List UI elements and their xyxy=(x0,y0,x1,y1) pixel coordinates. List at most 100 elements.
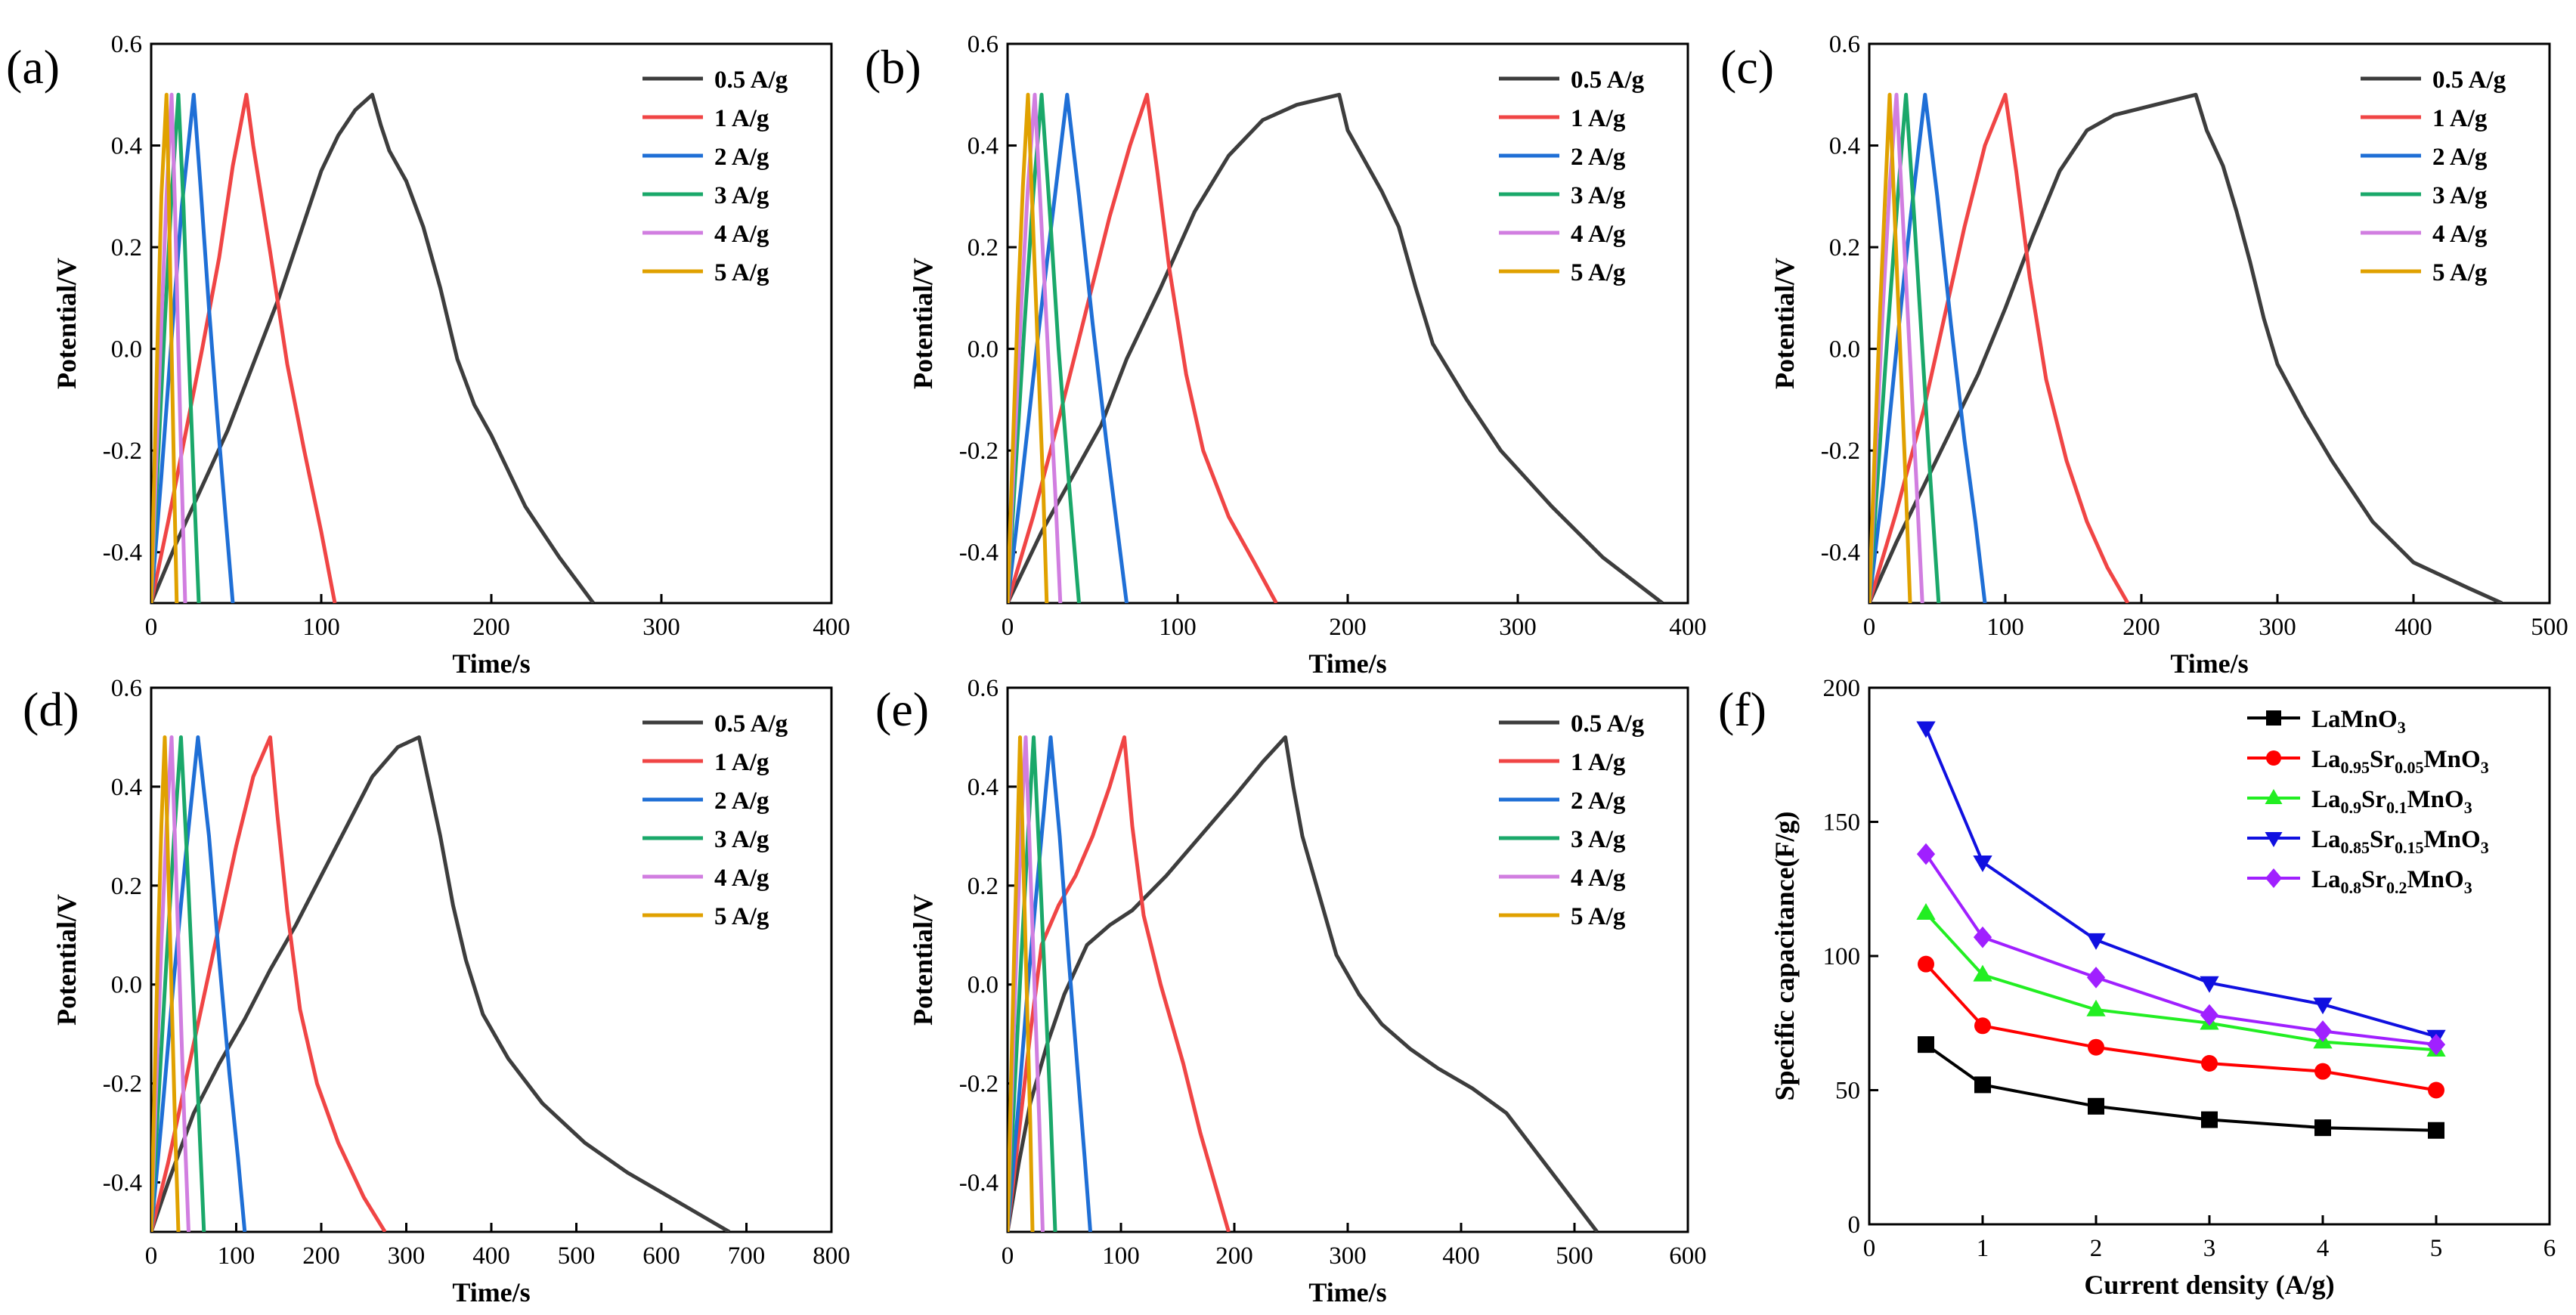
legend-entry: 2 A/g xyxy=(714,787,769,815)
y-axis-title: Potential/V xyxy=(908,258,938,389)
legend-entry: 3 A/g xyxy=(714,826,769,853)
legend-entry: 0.5 A/g xyxy=(1571,710,1645,738)
y-tick-label: 0.6 xyxy=(968,675,999,702)
series-line-4 xyxy=(151,735,190,1232)
series-line-2 xyxy=(151,735,247,1232)
plot-area xyxy=(151,92,596,603)
x-tick-label: 500 xyxy=(1556,1242,1593,1270)
x-tick-label: 200 xyxy=(302,1242,340,1270)
marker-square xyxy=(1918,1036,1934,1054)
series-line-1 xyxy=(151,735,387,1232)
panel-label: (d) xyxy=(23,682,79,736)
y-tick-label: 0.2 xyxy=(968,234,999,261)
x-tick-label: 5 xyxy=(2430,1235,2443,1262)
x-tick-label: 2 xyxy=(2090,1235,2103,1262)
series-line-0_5 xyxy=(1008,92,1664,603)
y-tick-label: -0.2 xyxy=(103,1071,142,1098)
panel-label: (e) xyxy=(875,682,929,736)
x-tick-label: 0 xyxy=(1863,1235,1876,1262)
marker-circle xyxy=(2314,1063,2331,1080)
y-tick-label: 0 xyxy=(1848,1211,1861,1239)
legend-entry: 3 A/g xyxy=(1571,826,1626,853)
y-tick-label: 0.4 xyxy=(1829,133,1860,160)
marker-square xyxy=(2201,1111,2218,1128)
marker-circle xyxy=(1974,1017,1991,1035)
y-axis-title: Potential/V xyxy=(1769,258,1800,389)
series-line-1 xyxy=(1869,92,2130,603)
marker-diamond xyxy=(2086,967,2106,989)
legend-entry: 1 A/g xyxy=(1571,749,1626,776)
x-tick-label: 0 xyxy=(145,614,158,641)
x-tick-label: 400 xyxy=(1442,1242,1480,1270)
marker-circle xyxy=(2201,1055,2218,1072)
legend-entry: LaMnO3 xyxy=(2311,706,2406,737)
marker-square xyxy=(2266,710,2281,726)
y-tick-label: -0.4 xyxy=(103,540,142,567)
y-tick-label: 0.0 xyxy=(111,972,142,999)
series-line-3 xyxy=(1869,92,1941,603)
y-tick-label: 0.0 xyxy=(968,972,999,999)
x-tick-label: 300 xyxy=(642,614,680,641)
y-tick-label: 0.4 xyxy=(111,133,142,160)
x-tick-label: 0 xyxy=(1002,614,1014,641)
legend-entry: 1 A/g xyxy=(714,105,769,132)
marker-square xyxy=(2088,1097,2104,1115)
y-axis-title: Potential/V xyxy=(908,894,938,1026)
marker-circle xyxy=(2266,750,2281,766)
legend-entry: 4 A/g xyxy=(1571,865,1626,892)
marker-circle xyxy=(2088,1038,2104,1056)
legend-entry: 1 A/g xyxy=(2432,105,2488,132)
legend-entry: 0.5 A/g xyxy=(714,710,788,738)
legend-entry: 1 A/g xyxy=(1571,105,1626,132)
marker-square xyxy=(2314,1119,2331,1137)
x-tick-label: 0 xyxy=(145,1242,158,1270)
legend-entry: 5 A/g xyxy=(1571,903,1626,930)
legend-entry: 2 A/g xyxy=(2432,144,2488,171)
y-tick-label: 0.2 xyxy=(111,873,142,900)
x-tick-label: 500 xyxy=(558,1242,596,1270)
y-tick-label: 200 xyxy=(1823,675,1861,702)
series-line-3 xyxy=(1924,727,2437,1038)
y-axis-title: Potential/V xyxy=(51,258,82,389)
series-line-0_5 xyxy=(151,92,596,603)
x-tick-label: 100 xyxy=(218,1242,255,1270)
series-line-3 xyxy=(1008,92,1081,603)
y-tick-label: -0.4 xyxy=(1821,540,1860,567)
plot-area xyxy=(1008,735,1599,1232)
y-tick-label: -0.2 xyxy=(1821,438,1860,465)
marker-diamond xyxy=(1973,926,1992,948)
series-line-1 xyxy=(1924,963,2437,1092)
panel-c: (c) 0 100 200 300 400 500 -0.4 -0.2 0.0 0.2 0.4 0.6 T… xyxy=(1720,31,2568,679)
y-tick-label: 0.6 xyxy=(111,31,142,58)
legend-entry: La0.9Sr0.1MnO3 xyxy=(2311,786,2472,817)
marker-triangle-up xyxy=(1916,903,1936,920)
legend-entry: 5 A/g xyxy=(2432,259,2488,286)
x-tick-label: 400 xyxy=(472,1242,510,1270)
legend-entry: 0.5 A/g xyxy=(1571,67,1645,94)
x-tick-label: 300 xyxy=(1329,1242,1367,1270)
x-tick-label: 200 xyxy=(472,614,510,641)
series-line-0_5 xyxy=(1008,735,1599,1232)
marker-triangle-down xyxy=(2313,998,2333,1015)
legend-entry: 2 A/g xyxy=(714,144,769,171)
x-tick-label: 6 xyxy=(2543,1235,2556,1262)
x-tick-label: 0 xyxy=(1002,1242,1014,1270)
series-line-2 xyxy=(1869,92,1987,603)
x-tick-label: 100 xyxy=(1986,614,2024,641)
legend-entry: 4 A/g xyxy=(714,865,769,892)
legend-entry: 0.5 A/g xyxy=(714,67,788,94)
x-tick-label: 300 xyxy=(388,1242,426,1270)
panel-label: (b) xyxy=(865,40,921,94)
marker-circle xyxy=(2428,1081,2444,1099)
y-tick-label: 0.6 xyxy=(111,675,142,702)
x-axis-title: Time/s xyxy=(452,1277,530,1307)
y-tick-label: 100 xyxy=(1823,943,1861,970)
legend-entry: 4 A/g xyxy=(2432,221,2488,248)
marker-triangle-down xyxy=(1973,855,1992,872)
x-tick-label: 600 xyxy=(1669,1242,1707,1270)
series-line-5 xyxy=(151,735,181,1232)
x-tick-label: 200 xyxy=(1215,1242,1253,1270)
y-tick-label: 0.0 xyxy=(968,336,999,364)
plot-area xyxy=(1916,721,2446,1139)
